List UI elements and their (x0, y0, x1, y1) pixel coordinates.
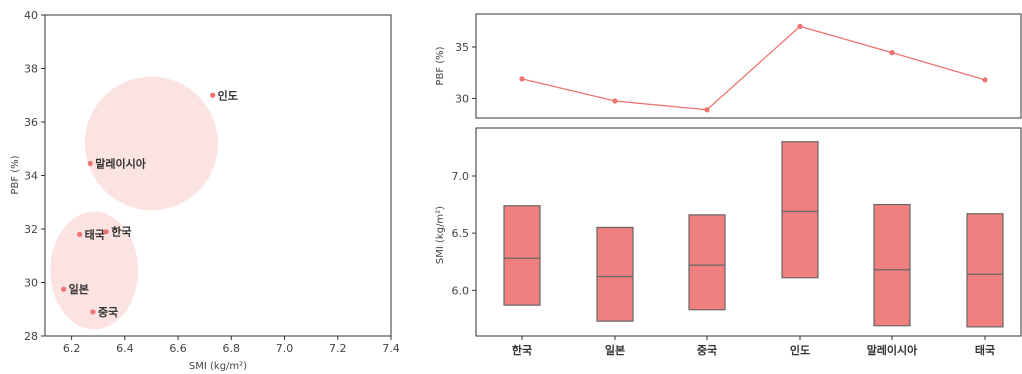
line-point (889, 50, 895, 56)
y-tick-label: 30 (24, 277, 38, 290)
scatter-y-axis-label: PBF (%) (10, 155, 21, 194)
x-tick-label: 6.6 (169, 342, 187, 355)
line-panel: 30 35 PBF (%) (435, 13, 1022, 119)
x-tick-label: 6.8 (223, 342, 241, 355)
scatter-point (90, 309, 96, 315)
category-label: 말레이시아 (867, 343, 918, 357)
point-label: 말레이시아 (95, 156, 146, 170)
category-label: 태국 (975, 343, 995, 357)
line-point (612, 98, 618, 104)
iqr-box (596, 226, 634, 322)
box-y-axis-label: SMI (kg/m²) (435, 206, 446, 264)
y-tick-label: 7.0 (452, 170, 470, 183)
scatter-x-axis-label: SMI (kg/m²) (189, 361, 247, 372)
scatter-point (61, 286, 67, 292)
iqr-box (781, 141, 819, 279)
scatter-point (87, 160, 93, 167)
iqr-box (873, 203, 911, 327)
line-point (797, 23, 803, 29)
line-point (519, 76, 525, 82)
y-tick-label: 34 (24, 170, 38, 183)
y-tick-label: 28 (24, 330, 38, 343)
y-tick-label: 35 (455, 41, 469, 54)
cluster-ellipse (50, 211, 139, 330)
box-panel: 6.0 6.5 7.0 한국 일본 중국 인도 말레이시아 태국 SMI (kg/m²) (435, 127, 1022, 357)
x-tick-label: 6.4 (116, 342, 134, 355)
line-point (982, 77, 988, 83)
iqr-box (503, 205, 541, 306)
scatter-point (210, 92, 216, 98)
line-point (704, 107, 710, 113)
category-label: 인도 (790, 343, 810, 357)
x-tick-label: 7.0 (276, 342, 294, 355)
point-label: 인도 (218, 88, 238, 102)
x-tick-label: 6.2 (63, 342, 81, 355)
point-label: 한국 (111, 225, 131, 239)
y-tick-label: 30 (455, 92, 469, 105)
x-tick-label: 7.4 (382, 342, 400, 355)
scatter-point (103, 229, 109, 235)
y-tick-label: 6.0 (452, 284, 470, 297)
iqr-box (966, 213, 1004, 328)
y-tick-label: 36 (24, 116, 38, 129)
category-label: 일본 (605, 343, 625, 357)
category-label: 한국 (512, 343, 532, 357)
category-label: 중국 (697, 344, 717, 357)
scatter-point (77, 231, 83, 237)
scatter-panel: 6.2 6.4 6.6 6.8 7.0 7.2 7.4 28 30 32 34 36 38 40 인도말… (10, 9, 400, 372)
x-tick-label: 7.2 (329, 342, 347, 355)
y-tick-label: 6.5 (452, 227, 470, 240)
y-tick-label: 32 (24, 223, 38, 236)
iqr-box (688, 214, 726, 311)
cluster-ellipse (84, 76, 219, 211)
point-label: 태국 (85, 227, 105, 241)
box-plot-frame (475, 127, 1022, 337)
pbf-line (521, 25, 986, 111)
y-tick-label: 40 (24, 9, 38, 22)
point-label: 일본 (69, 282, 89, 296)
line-y-axis-label: PBF (%) (435, 46, 446, 85)
y-tick-label: 38 (24, 63, 38, 76)
point-label: 중국 (98, 306, 118, 319)
line-plot-frame (475, 13, 1022, 119)
